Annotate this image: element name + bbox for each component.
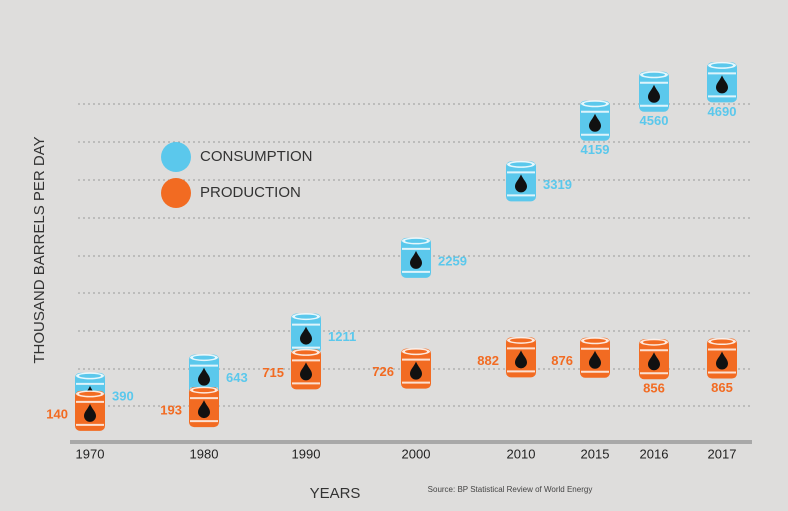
oil-drop [716,351,728,370]
value-label: 882 [477,353,499,368]
value-label: 643 [226,370,248,385]
x-tick-label: 2015 [581,446,610,461]
barrel-top-inner [79,391,101,396]
oil-drop [515,350,527,369]
x-tick-label: 1970 [76,446,105,461]
barrel [189,386,219,428]
barrel [506,160,536,202]
x-tick-label: 2016 [640,446,669,461]
value-label: 2259 [438,253,467,268]
oil-drop [648,84,660,103]
oil-drop [300,362,312,381]
barrel [707,61,737,103]
barrel-top-inner [584,101,606,106]
value-label: 4560 [640,113,669,128]
barrel-top-inner [510,162,532,167]
barrel-top-inner [295,350,317,355]
legend-label: PRODUCTION [200,184,301,201]
value-label: 1211 [328,329,356,344]
value-label: 865 [711,380,733,395]
value-label: 3319 [543,177,572,192]
barrel-top-inner [193,388,215,393]
oil-drop [515,174,527,193]
barrel [401,348,431,389]
barrel-top-inner [643,340,665,345]
oil-drop [410,361,422,380]
barrel [291,313,321,354]
barrel-top-inner [584,338,606,343]
y-axis-label: THOUSAND BARRELS PER DAY [31,136,48,363]
oil-drop [410,250,422,269]
value-label: 140 [46,406,68,421]
value-label: 876 [551,353,573,368]
x-tick-label: 1980 [190,446,219,461]
source: Source: BP Statistical Review of World E… [428,485,593,494]
oil-drop [589,350,601,369]
value-label: 4690 [708,104,737,119]
x-tick-label: 2017 [708,446,737,461]
barrel [639,71,669,112]
barrel [639,338,669,380]
barrel-top-inner [510,338,532,343]
barrel [580,100,610,141]
value-label: 390 [112,388,134,403]
oil-drop [198,367,210,386]
barrel [401,237,431,278]
barrel [291,348,321,390]
x-tick-label: 2000 [402,446,431,461]
barrel [580,337,610,378]
value-label: 715 [262,365,284,380]
barrel-top-inner [405,238,427,243]
oil-drop [198,400,210,419]
oil-drop [300,326,312,345]
oil-drop [589,113,601,132]
value-label: 193 [160,403,182,418]
barrel [75,390,105,431]
barrel-top-inner [79,373,101,378]
oil-drop [716,75,728,94]
x-tick-label: 2010 [507,446,536,461]
oil-drop [84,403,96,422]
barrel-top-inner [711,339,733,344]
legend-swatch [161,142,191,172]
value-label: 726 [372,364,394,379]
barrel-top-inner [643,72,665,77]
barrel-top-inner [405,349,427,354]
value-label: 856 [643,381,665,396]
barrel-top-inner [711,63,733,68]
x-axis-label: YEARS [310,485,361,502]
legend-swatch [161,178,191,208]
barrel-top-inner [193,355,215,360]
oil-drop [648,352,660,371]
x-tick-label: 1990 [292,446,321,461]
barrel [707,338,737,379]
legend-label: CONSUMPTION [200,148,313,165]
barrel [506,336,536,378]
barrel-top-inner [295,314,317,319]
value-label: 4159 [581,142,610,157]
